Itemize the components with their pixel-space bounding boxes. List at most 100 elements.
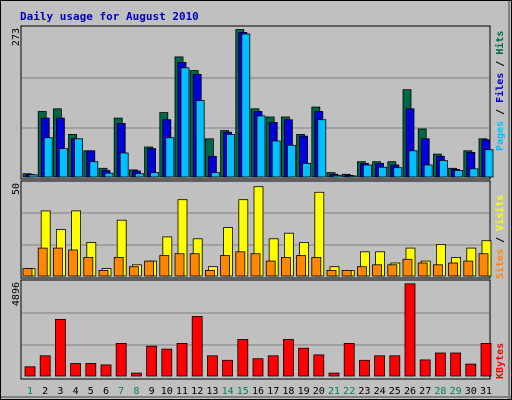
bar-pages-23: [362, 164, 372, 178]
legend-sep-2: /: [495, 55, 506, 73]
bar-pages-24: [378, 166, 388, 178]
bar-pages-12: [195, 100, 205, 178]
bar-pages-3: [59, 148, 68, 178]
bar-pages-6: [104, 172, 114, 178]
day-label-26: 26: [404, 386, 416, 397]
day-label-29: 29: [450, 386, 462, 397]
bar-kbytes-16: [252, 358, 264, 377]
bar-sites-30: [463, 260, 474, 277]
bar-kbytes-4: [70, 363, 81, 377]
bar-pages-11: [180, 67, 190, 178]
bar-sites-8: [128, 266, 139, 277]
bar-kbytes-6: [100, 364, 112, 377]
bar-kbytes-13: [206, 355, 218, 377]
day-label-5: 5: [88, 386, 94, 397]
bar-pages-19: [302, 162, 312, 178]
bar-pages-30: [469, 168, 479, 178]
bar-sites-31: [478, 253, 489, 277]
bar-kbytes-29: [450, 352, 462, 377]
bar-pages-8: [134, 173, 144, 178]
bar-pages-31: [484, 149, 494, 178]
bar-sites-22: [341, 269, 352, 277]
chart-title: Daily usage for August 2010: [20, 10, 199, 23]
bar-kbytes-12: [191, 316, 203, 377]
day-label-11: 11: [176, 386, 188, 397]
bar-kbytes-18: [282, 339, 294, 377]
bar-kbytes-28: [434, 352, 446, 377]
day-labels: 1 2 3 4 5 6 7 8 9 10 11 12 13 14 15 16 17 18 19 20 21 22 23 24 2…: [27, 386, 492, 397]
bar-sites-28: [432, 264, 443, 277]
legend-sep-1: /: [495, 103, 506, 121]
bar-kbytes-9: [146, 345, 158, 377]
bar-sites-13: [204, 269, 215, 277]
bar-sites-19: [296, 255, 307, 277]
day-label-10: 10: [161, 386, 173, 397]
legend-hits: Hits: [494, 31, 506, 55]
bar-kbytes-19: [298, 347, 310, 377]
bar-sites-14: [220, 255, 231, 277]
legend-files: Files: [494, 73, 506, 103]
bar-sites-5: [83, 256, 94, 277]
bar-sites-9: [144, 260, 155, 277]
day-label-4: 4: [73, 386, 79, 397]
legend-visits: Visits: [494, 195, 506, 231]
bar-kbytes-25: [389, 355, 401, 377]
bar-kbytes-3: [55, 318, 66, 377]
day-label-16: 16: [252, 386, 264, 397]
bar-sites-3: [53, 247, 63, 277]
day-label-12: 12: [191, 386, 203, 397]
day-label-9: 9: [149, 386, 155, 397]
bar-kbytes-2: [39, 355, 51, 377]
legend-kbytes: KBytes: [495, 343, 506, 379]
bar-pages-16: [256, 115, 266, 178]
bar-kbytes-14: [222, 359, 234, 377]
day-label-3: 3: [57, 386, 63, 397]
bar-kbytes-30: [465, 363, 477, 377]
bar-kbytes-24: [374, 355, 386, 377]
bar-pages-27: [423, 164, 433, 178]
bar-series: [22, 29, 494, 377]
bar-pages-1: [28, 174, 38, 178]
bar-pages-22: [347, 175, 357, 178]
bar-kbytes-5: [85, 363, 97, 377]
bar-sites-26: [402, 258, 413, 277]
middle-ymax-label: 50: [11, 183, 22, 195]
day-label-6: 6: [103, 386, 109, 397]
bar-pages-15: [241, 33, 251, 178]
day-label-21: 21: [328, 386, 340, 397]
bar-pages-10: [165, 137, 175, 178]
bar-sites-4: [68, 249, 78, 277]
day-label-23: 23: [358, 386, 370, 397]
bar-sites-24: [372, 264, 383, 277]
bar-pages-20: [317, 119, 327, 178]
day-label-20: 20: [313, 386, 325, 397]
bar-pages-28: [438, 160, 448, 178]
bar-sites-1: [22, 268, 33, 277]
bar-pages-13: [210, 172, 220, 178]
day-label-28: 28: [434, 386, 446, 397]
day-label-14: 14: [222, 386, 234, 397]
legend-sites: Sites: [494, 249, 506, 279]
bar-pages-5: [89, 161, 99, 178]
day-label-24: 24: [374, 386, 386, 397]
bar-kbytes-8: [130, 372, 142, 377]
bar-sites-29: [448, 262, 459, 277]
bar-sites-10: [159, 255, 170, 277]
bar-sites-21: [326, 269, 337, 277]
bar-pages-14: [226, 133, 236, 178]
bar-pages-4: [74, 138, 83, 178]
day-label-31: 31: [480, 386, 492, 397]
bar-sites-16: [250, 253, 261, 277]
bar-pages-2: [43, 137, 53, 178]
day-label-1: 1: [27, 386, 33, 397]
bar-sites-2: [37, 247, 48, 277]
bar-kbytes-27: [419, 359, 431, 377]
bar-sites-23: [356, 266, 367, 277]
bar-kbytes-31: [480, 342, 492, 377]
bar-kbytes-22: [343, 342, 355, 377]
day-label-30: 30: [465, 386, 477, 397]
bar-kbytes-23: [358, 359, 370, 377]
bar-sites-15: [235, 251, 246, 277]
